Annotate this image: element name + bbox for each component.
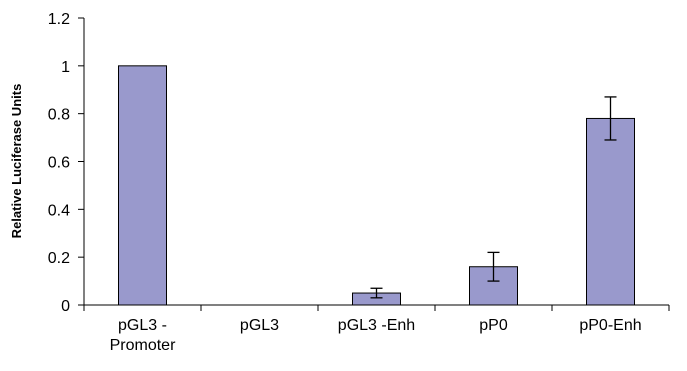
- x-category-label: pP0: [479, 317, 508, 334]
- x-category-label: pGL3 -Enh: [338, 317, 415, 334]
- y-tick-label: 1: [61, 59, 70, 76]
- bar: [586, 117, 635, 306]
- y-tick-label: 0: [61, 298, 70, 315]
- x-category-label: pGL3: [240, 317, 279, 334]
- y-tick-label: 0.2: [48, 250, 70, 267]
- x-category-label: pGL3 -: [118, 317, 167, 334]
- x-category-label: pP0-Enh: [579, 317, 641, 334]
- x-category-label: Promoter: [110, 337, 176, 354]
- y-axis-title: Relative Luciferase Units: [9, 84, 24, 239]
- bar: [118, 65, 167, 306]
- y-tick-label: 0.8: [48, 107, 70, 124]
- y-tick-label: 0.6: [48, 155, 70, 172]
- y-tick-label: 0.4: [48, 202, 70, 219]
- plot-area: 0 0.2 0.4 0.6 0.8 1 1.2 pGL3 - Promoter pGL3 pGL3 …: [48, 11, 670, 354]
- y-tick-label: 1.2: [48, 11, 70, 28]
